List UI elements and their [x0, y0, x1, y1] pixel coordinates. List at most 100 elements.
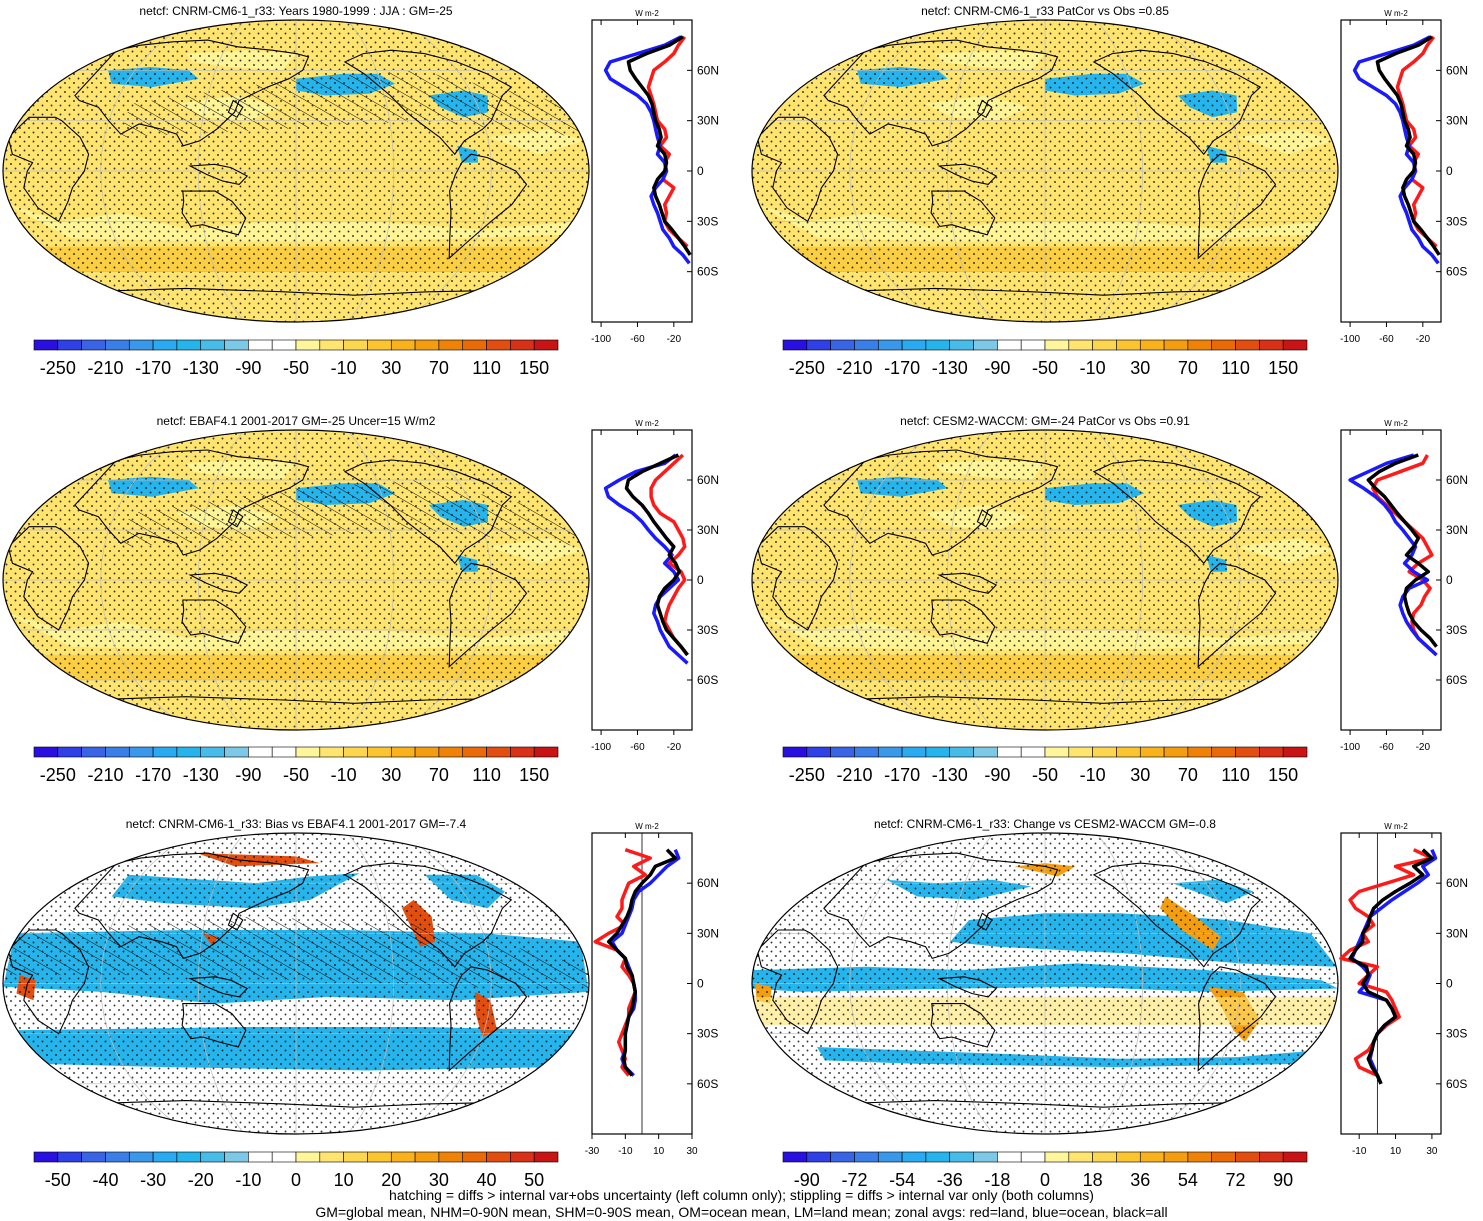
- colorbar-cell: [510, 339, 535, 351]
- graticule: [197, 20, 245, 322]
- colorbar-cell: [925, 339, 951, 351]
- y-tick-label: 30S: [1446, 623, 1467, 637]
- coastline-antarctic: [829, 696, 1263, 704]
- colorbar-cell: [925, 1151, 951, 1163]
- colorbar-cell: [390, 746, 416, 758]
- colorbar-label: -210: [836, 765, 872, 785]
- colorbar-cell: [343, 1151, 368, 1163]
- colorbar-label: 110: [1221, 765, 1250, 785]
- coastline-japan: [976, 99, 993, 119]
- colorbar-cell: [830, 1151, 855, 1163]
- colorbar-label: -50: [45, 1170, 71, 1190]
- panel-title: netcf: EBAF4.1 2001-2017 GM=-25 Uncer=15…: [157, 414, 436, 428]
- colorbar-label: 30: [381, 765, 401, 785]
- colorbar-cell: [806, 746, 831, 758]
- colorbar-cell: [949, 1151, 974, 1163]
- x-tick-label: -100: [591, 334, 611, 345]
- coastline-antarctic: [80, 287, 514, 296]
- colorbar-label: -250: [789, 358, 825, 378]
- y-tick-label: 60N: [1446, 63, 1468, 77]
- map: [3, 430, 589, 730]
- coastline-namerica: [1092, 49, 1262, 156]
- map: [3, 20, 589, 322]
- colorbar-cell: [486, 746, 511, 758]
- colorbar-cell: [319, 746, 344, 758]
- coastline-japan: [227, 509, 244, 528]
- graticule: [100, 833, 193, 1134]
- map-frame: [751, 429, 1339, 731]
- colorbar-label: 30: [1130, 765, 1150, 785]
- coastline-indonesia: [188, 163, 249, 185]
- colorbar-cell: [1116, 339, 1141, 351]
- zonal-line-all: [624, 453, 689, 657]
- colorbar-cell: [1259, 746, 1284, 758]
- colorbar-cell: [854, 1151, 879, 1163]
- colorbar-label: -10: [331, 358, 357, 378]
- coastline-indonesia: [188, 572, 249, 594]
- colorbar-cell: [486, 339, 511, 351]
- panel-title: netcf: CNRM-CM6-1_r33: Bias vs EBAF4.1 2…: [126, 817, 467, 831]
- graticule: [1096, 430, 1144, 730]
- graticule: [946, 430, 994, 730]
- colorbar-cell: [1044, 746, 1070, 758]
- colorbar-label: -72: [841, 1170, 867, 1190]
- zonal-mean-plot: -100 -60 -20 60N 30N 0 30S 60S W m-2: [1340, 419, 1468, 753]
- colorbar-label: -90: [235, 358, 261, 378]
- graticule: [197, 430, 245, 730]
- colorbar-cell: [1020, 746, 1046, 758]
- colorbar-cell: [533, 1151, 559, 1163]
- colorbar-label: 40: [477, 1170, 497, 1190]
- colorbar-cell: [1235, 339, 1260, 351]
- colorbar-cell: [224, 339, 249, 351]
- colorbar-cell: [295, 746, 321, 758]
- x-tick-label: -100: [1340, 742, 1360, 753]
- graticule: [1148, 20, 1241, 322]
- colorbar-cell: [973, 1151, 998, 1163]
- graticule: [399, 20, 492, 322]
- y-tick-label: 60S: [1446, 265, 1467, 279]
- colorbar-cell: [176, 1151, 202, 1163]
- colorbar-label: -90: [235, 765, 261, 785]
- zonal-mean-plot: -10 10 30 60N 30N 0 30S 60S W m-2: [1339, 822, 1468, 1157]
- y-tick-label: 60S: [697, 1077, 718, 1091]
- zonal-line-ocean: [603, 453, 689, 665]
- colorbar-cell: [1187, 1151, 1213, 1163]
- coastline-indonesia: [937, 163, 998, 185]
- coastline-eurasia: [823, 449, 1059, 556]
- colorbar-cell: [367, 1151, 392, 1163]
- colorbar-cell: [1282, 1151, 1308, 1163]
- colorbar-cell: [271, 339, 297, 351]
- colorbar-cell: [152, 339, 178, 351]
- y-tick-label: 60S: [1446, 1077, 1467, 1091]
- colorbar-label: -170: [135, 358, 171, 378]
- colorbar-cell: [830, 746, 855, 758]
- colorbar-cell: [997, 339, 1022, 351]
- caption-legend: GM=global mean, NHM=0-90N mean, SHM=0-90…: [315, 1204, 1168, 1220]
- graticule: [347, 833, 395, 1134]
- colorbar-cell: [1187, 339, 1213, 351]
- coastline-australia: [181, 1003, 247, 1048]
- colorbar-cell: [1211, 746, 1236, 758]
- colorbar-label: -90: [794, 1170, 820, 1190]
- colorbar-cell: [901, 746, 927, 758]
- y-tick-label: 0: [1446, 573, 1453, 587]
- colorbar-cell: [1020, 339, 1046, 351]
- colorbar-cell: [510, 746, 535, 758]
- colorbar-cell: [1044, 339, 1070, 351]
- colorbar-cell: [105, 1151, 130, 1163]
- colorbar-cell: [973, 339, 998, 351]
- colorbar-label: 70: [429, 765, 449, 785]
- coastline-japan: [227, 912, 244, 931]
- colorbar-label: 20: [381, 1170, 401, 1190]
- colorbar-cell: [200, 1151, 225, 1163]
- map-frame: [2, 429, 590, 731]
- colorbar-cell: [1116, 746, 1141, 758]
- colorbar-label: -50: [1032, 765, 1058, 785]
- colorbar-label: 150: [519, 765, 549, 785]
- y-tick-label: 0: [1446, 164, 1453, 178]
- colorbar-cell: [438, 746, 464, 758]
- coastline-namerica: [343, 49, 513, 156]
- coastline-australia: [930, 1003, 996, 1048]
- graticule: [399, 833, 492, 1134]
- colorbar-label: -10: [1080, 765, 1106, 785]
